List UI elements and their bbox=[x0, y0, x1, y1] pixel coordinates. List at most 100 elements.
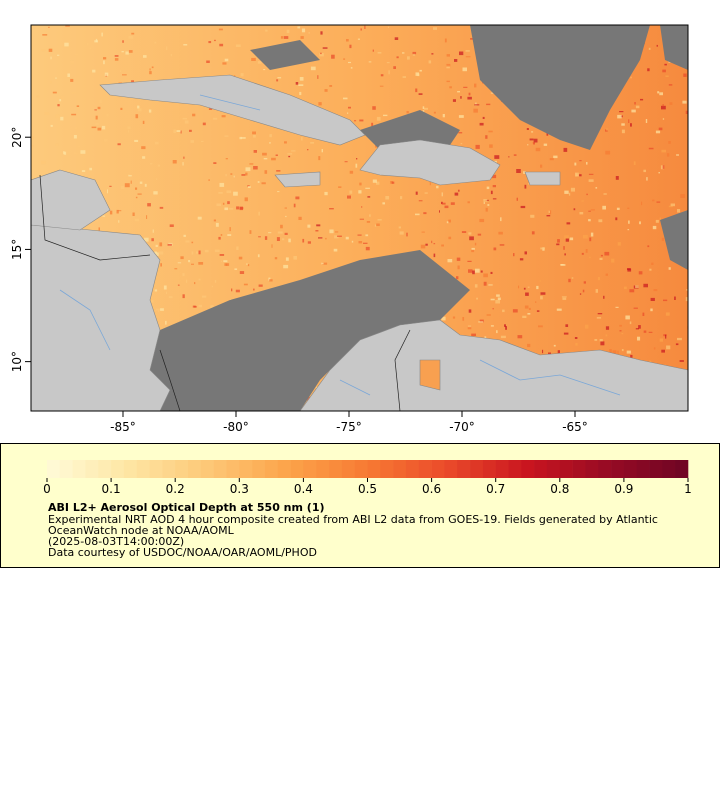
aerosol-pixel bbox=[483, 199, 488, 202]
aerosol-pixel bbox=[648, 331, 653, 333]
aerosol-pixel bbox=[523, 171, 526, 174]
aerosol-pixel bbox=[376, 116, 381, 121]
aerosol-pixel bbox=[390, 181, 393, 184]
aerosol-pixel bbox=[135, 114, 139, 119]
aerosol-pixel bbox=[215, 222, 219, 227]
aerosol-pixel bbox=[50, 124, 53, 127]
aerosol-pixel bbox=[565, 238, 569, 242]
aerosol-pixel bbox=[452, 316, 456, 319]
aerosol-pixel bbox=[474, 104, 480, 106]
aerosol-pixel bbox=[358, 241, 363, 244]
aerosol-pixel bbox=[224, 58, 229, 62]
aerosol-pixel bbox=[198, 278, 201, 281]
aerosol-pixel bbox=[643, 169, 646, 173]
aerosol-pixel bbox=[359, 119, 364, 122]
aerosol-pixel bbox=[137, 108, 142, 112]
aerosol-pixel bbox=[286, 29, 290, 34]
colorbar-tick-label: 0.3 bbox=[230, 482, 249, 496]
aerosol-pixel bbox=[668, 84, 673, 86]
aerosol-pixel bbox=[32, 136, 34, 140]
aerosol-pixel bbox=[540, 296, 543, 300]
aerosol-pixel bbox=[211, 285, 213, 288]
aerosol-pixel bbox=[617, 242, 621, 246]
aerosol-pixel bbox=[131, 32, 135, 35]
aerosol-pixel bbox=[436, 185, 439, 189]
aerosol-pixel bbox=[358, 190, 362, 194]
aerosol-pixel bbox=[348, 106, 351, 109]
aerosol-pixel bbox=[155, 308, 161, 311]
aerosol-pixel bbox=[236, 206, 240, 210]
colorbar-tick-label: 0 bbox=[43, 482, 51, 496]
aerosol-pixel bbox=[662, 165, 665, 169]
x-tick-label: -75° bbox=[336, 420, 362, 434]
aerosol-pixel bbox=[583, 281, 586, 284]
colorbar-swatch bbox=[572, 460, 586, 478]
aerosol-pixel bbox=[265, 29, 268, 32]
aerosol-pixel bbox=[500, 335, 506, 339]
aerosol-pixel bbox=[153, 191, 158, 195]
aerosol-pixel bbox=[662, 104, 664, 107]
aerosol-pixel bbox=[163, 285, 167, 290]
aerosol-pixel bbox=[150, 163, 153, 165]
aerosol-pixel bbox=[595, 289, 598, 293]
axes: -85° -80° -75° -70° -65° 10° 15° 20° bbox=[10, 127, 588, 434]
aerosol-pixel bbox=[173, 129, 176, 134]
colorbar-swatch bbox=[444, 460, 458, 478]
aerosol-pixel bbox=[76, 105, 80, 107]
aerosol-pixel bbox=[388, 70, 390, 75]
aerosol-pixel bbox=[247, 186, 251, 188]
colorbar-swatch bbox=[559, 460, 573, 478]
aerosol-pixel bbox=[415, 213, 420, 216]
aerosol-pixel bbox=[192, 305, 196, 308]
aerosol-pixel bbox=[338, 186, 342, 188]
aerosol-pixel bbox=[635, 328, 639, 330]
aerosol-pixel bbox=[471, 247, 475, 250]
aerosol-pixel bbox=[563, 246, 565, 250]
aerosol-pixel bbox=[475, 102, 477, 106]
aerosol-pixel bbox=[478, 321, 484, 323]
aerosol-pixel bbox=[183, 156, 185, 159]
aerosol-pixel bbox=[631, 109, 636, 113]
aerosol-pixel bbox=[581, 200, 584, 202]
aerosol-pixel bbox=[588, 179, 594, 182]
colorbar-swatch bbox=[136, 460, 150, 478]
aerosol-pixel bbox=[154, 41, 157, 44]
aerosol-pixel bbox=[528, 307, 531, 310]
aerosol-pixel bbox=[538, 325, 543, 328]
aerosol-pixel bbox=[319, 53, 324, 57]
aerosol-pixel bbox=[174, 268, 178, 270]
aerosol-pixel bbox=[227, 234, 232, 236]
aerosol-pixel bbox=[222, 202, 225, 205]
aerosol-pixel bbox=[347, 112, 349, 114]
aerosol-pixel bbox=[106, 114, 109, 117]
aerosol-pixel bbox=[280, 36, 284, 39]
y-tick-label: 20° bbox=[10, 127, 24, 148]
aerosol-pixel bbox=[185, 240, 190, 243]
aerosol-pixel bbox=[677, 337, 682, 341]
aerosol-pixel bbox=[491, 174, 497, 179]
aerosol-pixel bbox=[586, 162, 588, 165]
aerosol-pixel bbox=[160, 308, 164, 311]
aerosol-pixel bbox=[467, 326, 472, 330]
aerosol-pixel bbox=[351, 240, 354, 243]
colorbar-tick-label: 0.9 bbox=[614, 482, 633, 496]
aerosol-pixel bbox=[183, 44, 188, 46]
aerosol-pixel bbox=[468, 309, 472, 313]
legend-title: ABI L2+ Aerosol Optical Depth at 550 nm … bbox=[48, 501, 325, 514]
aerosol-pixel bbox=[329, 229, 334, 234]
aerosol-pixel bbox=[569, 237, 574, 241]
aerosol-pixel bbox=[625, 315, 630, 320]
aerosol-pixel bbox=[269, 142, 271, 144]
aerosol-pixel bbox=[639, 221, 641, 225]
colorbar-swatch bbox=[162, 460, 176, 478]
aerosol-pixel bbox=[57, 104, 60, 107]
aerosol-pixel bbox=[645, 119, 648, 123]
aerosol-pixel bbox=[55, 143, 59, 146]
aerosol-pixel bbox=[295, 196, 300, 200]
aerosol-pixel bbox=[520, 205, 526, 209]
colorbar-swatch bbox=[636, 460, 650, 478]
aerosol-pixel bbox=[156, 178, 158, 180]
colorbar-tick-label: 0.8 bbox=[550, 482, 569, 496]
aerosol-pixel bbox=[243, 283, 248, 286]
